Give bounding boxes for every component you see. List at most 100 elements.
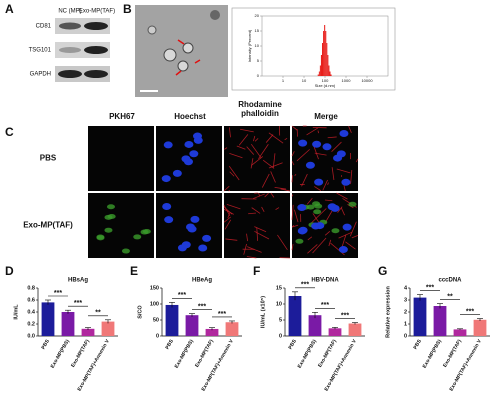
actin-fiber (296, 149, 310, 162)
actin-fiber (224, 147, 228, 150)
x-tick-label: PBS (165, 338, 176, 350)
blot-strip (55, 18, 110, 34)
x-tick-label: Exo-MP(TAF) (194, 338, 215, 368)
y-tick-label: 0 (404, 333, 407, 339)
actin-fiber (312, 237, 327, 254)
row-label: PBS (40, 154, 57, 163)
vesicle (182, 42, 194, 54)
x-tick-label: 10000 (361, 78, 373, 83)
panel-label: E (130, 264, 138, 278)
blot-strip (55, 66, 110, 82)
micrograph (223, 192, 291, 259)
histogram-bar (328, 65, 330, 76)
actin-fiber (223, 208, 234, 215)
actin-fiber (311, 208, 327, 224)
y-tick-label: 50 (153, 317, 159, 323)
bar (81, 328, 95, 336)
actin-fiber (336, 168, 351, 174)
bar (308, 315, 322, 336)
cell-nucleus (181, 241, 191, 249)
cell-nucleus (305, 161, 315, 169)
bar (433, 306, 447, 336)
actin-fiber (291, 175, 293, 183)
actin-fiber (236, 145, 246, 150)
actin-fiber (307, 236, 313, 241)
panel-label: F (253, 264, 260, 278)
micrograph (88, 193, 154, 258)
exosome-signal (142, 229, 151, 235)
actin-fiber (250, 158, 254, 169)
actin-fiber (224, 219, 232, 230)
actin-fiber (227, 212, 231, 219)
bar (101, 321, 115, 336)
significance-label: *** (466, 308, 474, 315)
histogram-bar (327, 55, 329, 76)
error-bar (169, 302, 175, 308)
cell-nucleus (164, 216, 174, 224)
actin-fiber (252, 193, 265, 199)
blot-band (59, 47, 81, 53)
panel-label: C (5, 125, 14, 139)
cell-nucleus (190, 215, 200, 223)
y-tick-label: 150 (150, 285, 159, 291)
chart-title: HBV-DNA (311, 278, 339, 284)
significance-label: *** (54, 290, 62, 297)
y-tick-label: 0.2 (27, 321, 35, 327)
x-tick-label: PBS (413, 338, 424, 350)
y-tick-label: 5 (257, 58, 260, 63)
x-tick-label: 1000 (342, 78, 352, 83)
significance-label: *** (218, 311, 226, 318)
chart-title: HBeAg (192, 278, 212, 284)
error-bar (417, 294, 423, 301)
column-header-box: Rhodamine phalloidin (238, 100, 282, 118)
cell-nucleus (327, 203, 337, 211)
actin-fiber (270, 171, 276, 183)
error-bar (457, 328, 463, 330)
histogram-bar (318, 71, 320, 76)
bar (453, 329, 467, 336)
actin-fiber (258, 144, 269, 160)
error-bar (85, 327, 91, 330)
actin-fiber (229, 153, 243, 159)
actin-fiber (256, 227, 259, 241)
actin-fiber (294, 209, 299, 223)
actin-fiber (291, 224, 299, 228)
actin-fiber (238, 134, 249, 146)
actin-fiber (268, 132, 284, 144)
micrograph-background (224, 126, 290, 191)
x-tick-label: 10 (302, 78, 307, 83)
vesicle (177, 60, 189, 72)
histogram-bar (329, 71, 331, 76)
vesicle (147, 25, 157, 35)
cell-nucleus (298, 139, 308, 147)
x-tick-label: Exo-MP(TAF) (70, 338, 91, 368)
y-tick-label: 0 (156, 333, 159, 339)
protein-label: GAPDH (30, 72, 51, 78)
column-header: Hoechst (174, 112, 206, 121)
histogram-bar (324, 25, 326, 76)
exosome-signal (313, 209, 322, 215)
actin-fiber (251, 207, 261, 214)
x-tick-label: PBS (288, 338, 299, 350)
cell-nucleus (314, 178, 324, 186)
y-tick-label: 0 (257, 73, 260, 78)
blot-strip (55, 42, 110, 58)
scale-bar (140, 90, 158, 92)
actin-fiber (291, 161, 295, 166)
micrograph (156, 193, 222, 258)
significance-label: *** (301, 282, 309, 289)
exosome-signal (312, 201, 321, 207)
exosome-signal (107, 213, 116, 219)
chart-title: HBsAg (68, 278, 88, 284)
actin-fiber (336, 192, 348, 200)
cell-nucleus (315, 222, 325, 230)
bar (41, 302, 55, 336)
arrow (175, 39, 201, 76)
actin-fiber (268, 162, 283, 169)
y-tick-label: 0.8 (27, 285, 35, 291)
x-tick-label: 1 (282, 78, 285, 83)
actin-fiber (314, 186, 322, 191)
cell-nucleus (193, 136, 203, 144)
column-header: Merge (314, 112, 338, 121)
histogram-bar (317, 74, 319, 76)
